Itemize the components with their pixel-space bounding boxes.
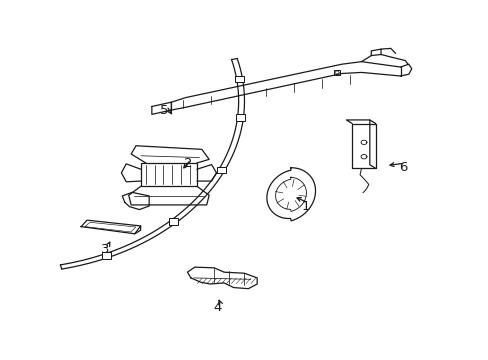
Bar (235, 76, 244, 82)
Text: 2: 2 (184, 157, 192, 170)
Bar (217, 167, 225, 173)
Text: 5: 5 (160, 104, 168, 117)
Bar (141, 163, 197, 186)
Bar (102, 252, 111, 259)
Text: 6: 6 (398, 161, 407, 174)
Bar (169, 218, 178, 225)
Bar (236, 114, 244, 121)
Text: 1: 1 (301, 201, 309, 213)
Text: 3: 3 (101, 243, 110, 256)
Text: 4: 4 (213, 301, 222, 314)
Bar (333, 70, 340, 75)
